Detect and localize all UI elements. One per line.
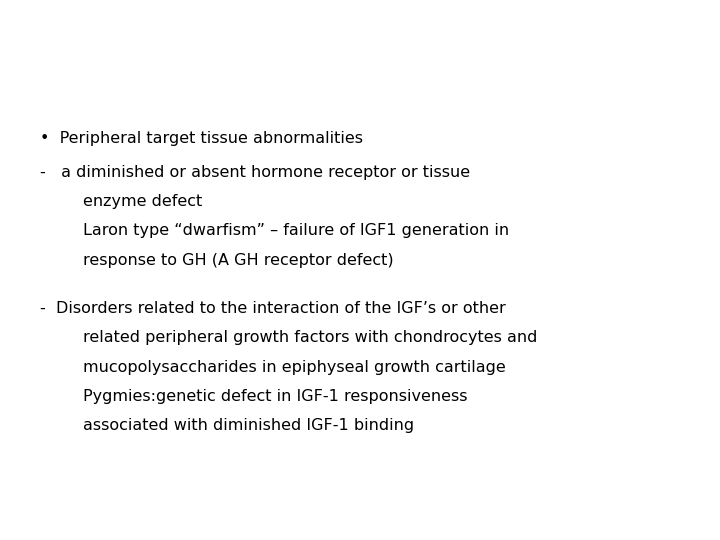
Text: Pygmies:genetic defect in IGF-1 responsiveness: Pygmies:genetic defect in IGF-1 responsi… (83, 389, 467, 404)
Text: enzyme defect: enzyme defect (83, 194, 202, 210)
Text: •  Peripheral target tissue abnormalities: • Peripheral target tissue abnormalities (40, 131, 363, 146)
Text: mucopolysaccharides in epiphyseal growth cartilage: mucopolysaccharides in epiphyseal growth… (83, 360, 505, 375)
Text: Laron type “dwarfism” – failure of IGF1 generation in: Laron type “dwarfism” – failure of IGF1 … (83, 224, 509, 239)
Text: -  Disorders related to the interaction of the IGF’s or other: - Disorders related to the interaction o… (40, 301, 505, 316)
Text: related peripheral growth factors with chondrocytes and: related peripheral growth factors with c… (83, 330, 537, 346)
Text: -   a diminished or absent hormone receptor or tissue: - a diminished or absent hormone recepto… (40, 165, 469, 180)
Text: response to GH (A GH receptor defect): response to GH (A GH receptor defect) (83, 253, 393, 268)
Text: associated with diminished IGF-1 binding: associated with diminished IGF-1 binding (83, 418, 414, 433)
